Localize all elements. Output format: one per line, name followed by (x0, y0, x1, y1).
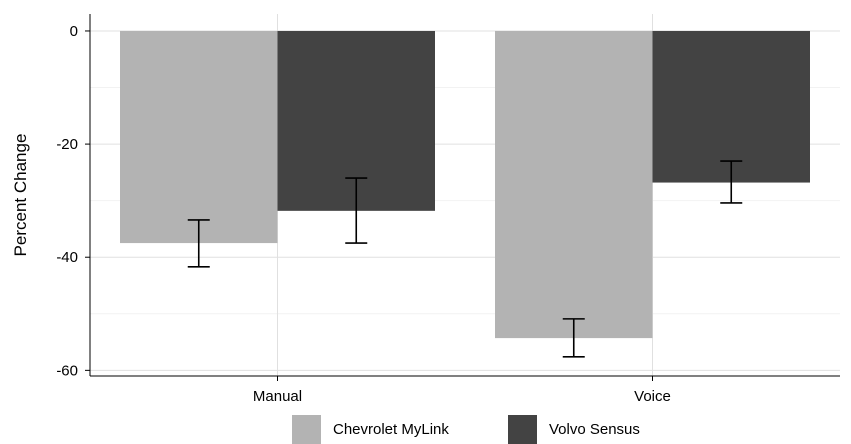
y-tick-label: -60 (56, 362, 78, 379)
bar-voice-volvo-sensus (652, 30, 810, 183)
bars (120, 30, 810, 339)
x-tick-label: Manual (253, 388, 302, 405)
y-tick-label: 0 (70, 23, 78, 40)
legend-item: Volvo Sensus (508, 415, 640, 444)
error-bar (562, 318, 585, 358)
y-axis-title: Percent Change (11, 134, 30, 257)
legend-label: Chevrolet MyLink (333, 421, 449, 438)
error-bar (345, 177, 368, 244)
bar-manual-chevrolet-mylink (120, 30, 278, 244)
x-tick-label: Voice (634, 388, 671, 405)
error-bar (720, 160, 743, 204)
axes: 0 -20 -40 -60 Manual Voice (56, 14, 840, 405)
legend-swatch (292, 415, 321, 444)
y-tick-label: -40 (56, 249, 78, 266)
legend-swatch (508, 415, 537, 444)
legend-item: Chevrolet MyLink (292, 415, 449, 444)
legend-label: Volvo Sensus (549, 421, 640, 438)
legend: Chevrolet MyLink Volvo Sensus (292, 415, 640, 444)
error-bar (187, 219, 210, 268)
y-tick-label: -20 (56, 136, 78, 153)
bar-voice-chevrolet-mylink (495, 30, 653, 339)
error-bars (187, 160, 743, 358)
